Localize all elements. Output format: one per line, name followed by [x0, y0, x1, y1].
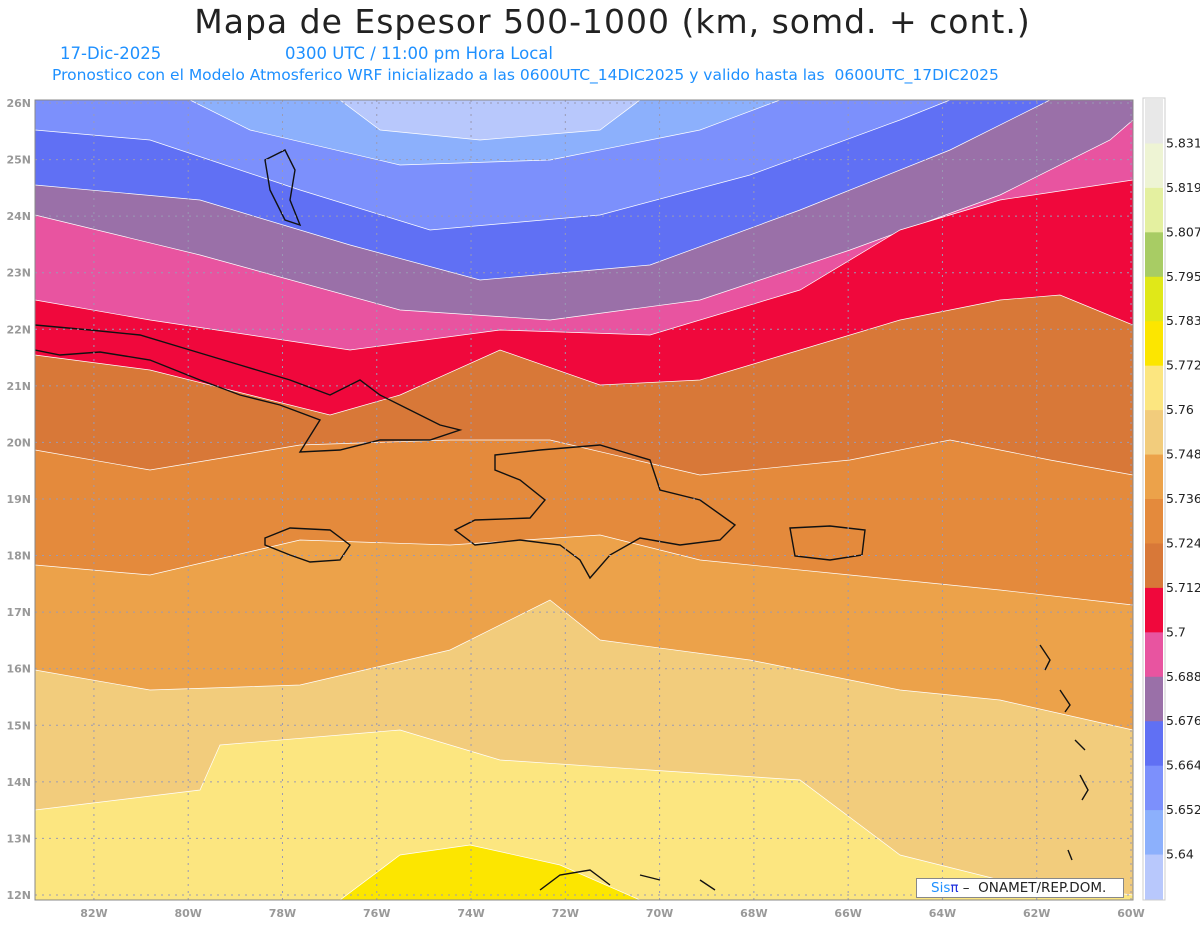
legend-swatch: [1145, 276, 1163, 322]
map-title: Mapa de Espesor 500-1000 (km, somd. + co…: [194, 2, 1031, 41]
color-legend: 5.831 5.819 5.807 5.795 5.783 5.772 5.76 5.748 5…: [1142, 97, 1200, 901]
credit-text: – ONAMET/REP.DOM.: [958, 880, 1107, 896]
lon-label: 68W: [740, 907, 767, 920]
forecast-time: 0300 UTC / 11:00 pm Hora Local: [285, 44, 553, 63]
lon-label: 74W: [457, 907, 484, 920]
legend-swatch: [1145, 143, 1163, 189]
forecast-description: Pronostico con el Modelo Atmosferico WRF…: [52, 66, 999, 84]
lon-label: 66W: [834, 907, 861, 920]
brand-name: Sis: [931, 880, 951, 896]
puerto-rico-coast: [789, 525, 866, 561]
legend-label: 5.795: [1166, 269, 1200, 284]
lon-label: 64W: [929, 907, 956, 920]
legend-swatch: [1145, 232, 1163, 278]
legend-label: 5.664: [1166, 758, 1200, 773]
lon-label: 62W: [1023, 907, 1050, 920]
lon-label: 82W: [80, 907, 107, 920]
lat-label: 14N: [6, 776, 31, 789]
cuba-coast: [35, 324, 463, 453]
bahamas-coast: [264, 149, 302, 227]
lon-label: 72W: [552, 907, 579, 920]
lat-label: 17N: [6, 606, 31, 619]
lon-label: 60W: [1117, 907, 1144, 920]
legend-label: 5.7: [1166, 624, 1186, 639]
lat-label: 16N: [6, 663, 31, 676]
jamaica-coast: [264, 527, 351, 563]
legend-label: 5.724: [1166, 535, 1200, 550]
legend-label: 5.819: [1166, 180, 1200, 195]
legend-swatch: [1145, 99, 1163, 144]
brand-pi-symbol: π: [950, 880, 959, 896]
legend-swatch: [1145, 410, 1163, 456]
lat-label: 12N: [6, 889, 31, 902]
lat-label: 22N: [6, 323, 31, 336]
legend-label: 5.64: [1166, 847, 1194, 862]
legend-swatch: [1145, 543, 1163, 589]
legend-label: 5.712: [1166, 580, 1200, 595]
lon-label: 70W: [646, 907, 673, 920]
contour-band: [35, 729, 1133, 900]
legend-swatch: [1145, 587, 1163, 633]
lat-label: 24N: [6, 210, 31, 223]
lon-label: 76W: [363, 907, 390, 920]
lat-label: 25N: [6, 154, 31, 167]
legend-label: 5.783: [1166, 313, 1200, 328]
legend-swatch: [1145, 765, 1163, 811]
legend-swatch: [1145, 632, 1163, 678]
legend-swatch: [1145, 187, 1163, 233]
legend-swatch: [1145, 321, 1163, 367]
legend-swatch: [1145, 499, 1163, 544]
lon-label: 78W: [269, 907, 296, 920]
legend-swatch: [1145, 454, 1163, 500]
legend-label: 5.676: [1166, 713, 1200, 728]
legend-swatch: [1145, 676, 1163, 722]
thickness-contours: [35, 100, 1133, 900]
legend-swatch: [1145, 854, 1163, 900]
credit-box: Sisπ – ONAMET/REP.DOM.: [916, 878, 1124, 898]
axis-labels: 82W 80W 78W 76W 74W 72W 70W 68W 66W 64W 62W 60W 26N 2…: [6, 97, 1144, 920]
legend-label: 5.748: [1166, 447, 1200, 462]
legend-swatch: [1145, 365, 1163, 411]
legend-frame: [1142, 97, 1166, 901]
legend-swatch: [1145, 810, 1163, 856]
legend-label: 5.76: [1166, 402, 1194, 417]
legend-label: 5.688: [1166, 669, 1200, 684]
lat-label: 26N: [6, 97, 31, 110]
lat-label: 20N: [6, 436, 31, 449]
venezuela-coast: [539, 869, 716, 891]
legend-label: 5.772: [1166, 358, 1200, 373]
lesser-antilles-coast: [1039, 644, 1089, 861]
lat-label: 19N: [6, 493, 31, 506]
lat-label: 13N: [6, 832, 31, 845]
legend-label: 5.807: [1166, 224, 1200, 239]
coastlines: [35, 149, 1089, 891]
map-frame: [34, 99, 1134, 901]
forecast-date: 17-Dic-2025: [60, 44, 162, 63]
lat-label: 15N: [6, 719, 31, 732]
lat-label: 23N: [6, 267, 31, 280]
graticule: [35, 100, 1133, 900]
contour-band: [339, 844, 641, 900]
lat-label: 18N: [6, 550, 31, 563]
legend-label: 5.831: [1166, 135, 1200, 150]
hispaniola-coast: [453, 444, 737, 580]
legend-label: 5.652: [1166, 802, 1200, 817]
legend-label: 5.736: [1166, 491, 1200, 506]
legend-swatch: [1145, 721, 1163, 767]
lon-label: 80W: [174, 907, 201, 920]
lat-label: 21N: [6, 380, 31, 393]
